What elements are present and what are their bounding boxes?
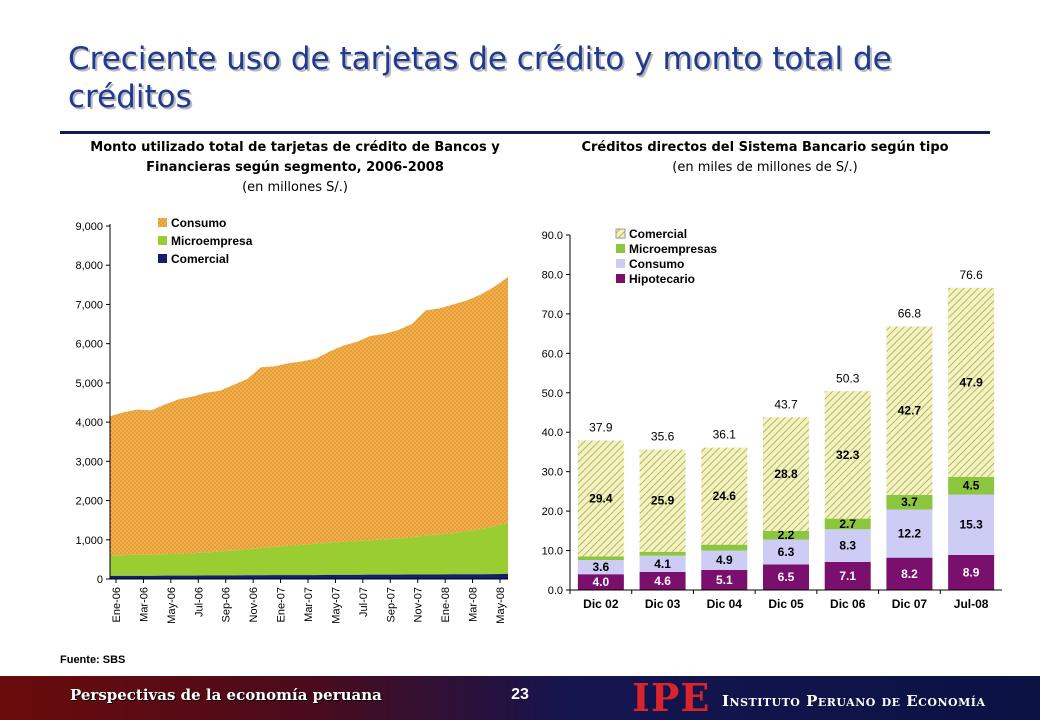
source-note: Fuente: SBS <box>60 654 126 666</box>
x-tick-label: Jul-07 <box>358 587 370 617</box>
x-tick-label: Nov-07 <box>413 587 425 622</box>
slide-title: Creciente uso de tarjetas de crédito y m… <box>68 41 892 115</box>
y-tick-label: 7,000 <box>75 299 103 311</box>
x-tick-label: Mar-07 <box>303 587 315 622</box>
x-tick-label: May-06 <box>166 587 178 624</box>
x-tick-label: Sep-06 <box>221 587 233 622</box>
legend-swatch <box>158 236 167 245</box>
y-tick-label: 0 <box>97 574 103 586</box>
y-tick-label: 5,000 <box>75 378 103 390</box>
legend-swatch <box>158 218 167 227</box>
y-tick-label: 1,000 <box>75 535 103 547</box>
x-tick-label: Mar-08 <box>468 587 480 622</box>
page-number: 23 <box>511 686 529 703</box>
x-tick-label: Nov-06 <box>248 587 260 622</box>
left-chart-title: Monto utilizado total de tarjetas de cré… <box>90 140 500 175</box>
y-tick-label: 4,000 <box>75 417 103 429</box>
title-divider <box>60 131 990 134</box>
x-tick-label: Mar-06 <box>138 587 150 622</box>
series-consumo-area <box>110 276 508 556</box>
x-tick-label: May-08 <box>495 587 507 624</box>
y-tick-label: 2,000 <box>75 496 103 508</box>
series-comercial-area <box>110 573 508 579</box>
x-tick-label: Sep-07 <box>385 587 397 622</box>
left-chart-header: Monto utilizado total de tarjetas de cré… <box>60 138 530 198</box>
footer-bar <box>0 676 1040 720</box>
series-microempresa-area <box>110 522 508 576</box>
institute-name: Instituto Peruano de Economía <box>722 692 986 710</box>
right-chart-title: Créditos directos del Sistema Bancario s… <box>581 140 949 155</box>
y-tick-label: 8,000 <box>75 260 103 272</box>
x-tick-label: Jul-06 <box>193 587 205 617</box>
x-tick-label: Ene-06 <box>111 587 123 622</box>
legend-entry: Consumo <box>171 216 226 230</box>
footer-presentation-title: Perspectivas de la economía peruana <box>70 686 382 704</box>
legend-entry: Comercial <box>171 252 229 266</box>
legend-swatch <box>158 254 167 263</box>
x-tick-label: Ene-08 <box>440 587 452 622</box>
x-tick-label: Ene-07 <box>276 587 288 622</box>
y-tick-label: 9,000 <box>75 221 103 233</box>
y-tick-label: 6,000 <box>75 339 103 351</box>
right-chart-subtitle: (en miles de millones de S/.) <box>672 160 858 175</box>
x-tick-label: May-07 <box>330 587 342 624</box>
legend-entry: Microempresa <box>171 234 253 248</box>
y-tick-label: 3,000 <box>75 456 103 468</box>
left-chart-subtitle: (en millones S/.) <box>242 180 348 195</box>
right-chart-header: Créditos directos del Sistema Bancario s… <box>545 138 985 178</box>
ipe-logo: IPE <box>632 675 711 720</box>
